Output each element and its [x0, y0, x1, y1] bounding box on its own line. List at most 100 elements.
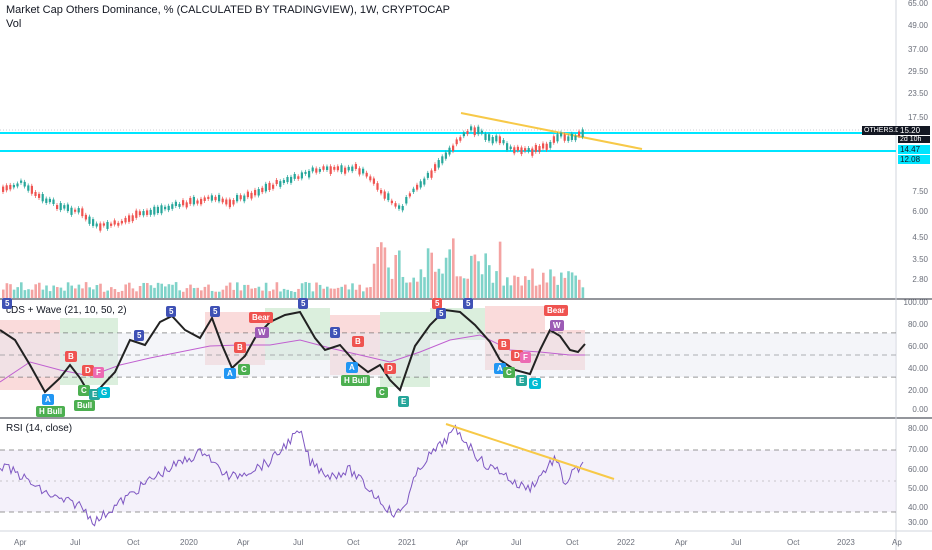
volume-bar [534, 285, 538, 298]
candle-body [149, 209, 152, 215]
volume-bar [344, 284, 347, 298]
candle-body [254, 189, 257, 196]
candle-body [365, 172, 368, 177]
time-tick: 2020 [180, 538, 198, 547]
volume-bar [189, 284, 192, 298]
candle-body [106, 221, 109, 229]
candle-body [88, 216, 91, 224]
candle-body [250, 192, 253, 199]
volume-bar [23, 290, 27, 298]
volume-bar [45, 285, 48, 298]
candle-body [430, 170, 433, 178]
level-badge-a: 14.47 [898, 145, 930, 154]
candle-body [261, 187, 264, 193]
candle-body [336, 166, 339, 171]
volume-bar [128, 282, 131, 298]
candle-body [192, 196, 195, 205]
wave-badge-d: D [82, 365, 94, 376]
volume-bar [214, 291, 217, 298]
candle-body [167, 205, 170, 211]
volume-bar [246, 284, 250, 298]
volume-bar [491, 282, 495, 298]
wave-badge-d: D [384, 363, 396, 374]
candle-body [495, 135, 498, 142]
volume-bar [239, 290, 243, 298]
candle-body [153, 206, 156, 215]
volume-bar [545, 282, 549, 298]
candle-body [318, 168, 321, 172]
volume-bar [135, 291, 138, 298]
candle-body [473, 127, 476, 136]
volume-bar [41, 289, 45, 298]
candle-body [311, 167, 314, 172]
candle-body [344, 167, 347, 174]
candle-body [549, 142, 552, 148]
volume-bar [419, 269, 423, 298]
rsi-tick: 70.00 [907, 445, 928, 454]
volume-bar [567, 271, 570, 298]
volume-bar [484, 253, 487, 298]
candle-body [308, 170, 311, 178]
candle-body [59, 203, 62, 211]
volume-bar [178, 290, 181, 298]
wave-band [545, 330, 585, 370]
volume-bar [138, 285, 142, 298]
volume-bar [322, 288, 325, 298]
volume-bar [383, 247, 387, 298]
candle-body [275, 179, 278, 185]
volume-bar [225, 285, 228, 298]
time-tick: Jul [70, 538, 81, 547]
volume-bar [20, 282, 23, 298]
h-bull-badge: H Bull [36, 406, 66, 417]
candle-body [509, 146, 512, 150]
time-tick: Oct [127, 538, 140, 547]
volume-bar [509, 285, 513, 298]
candle-body [196, 200, 199, 204]
volume-bar [88, 287, 91, 298]
candle-body [185, 202, 188, 208]
volume-bar [444, 257, 448, 298]
last-price-badge: 15.20 [898, 126, 930, 135]
candle-body [419, 181, 422, 188]
candle-body [376, 183, 379, 190]
volume-bar [455, 276, 459, 298]
candle-body [124, 217, 127, 223]
candle-body [362, 168, 365, 174]
volume-bar [142, 282, 145, 298]
wave-badge-5: 5 [2, 298, 13, 309]
wave-indicator-title[interactable]: cDS + Wave (21, 10, 50, 2) [6, 305, 127, 316]
rsi-line [0, 424, 584, 527]
rsi-indicator-title[interactable]: RSI (14, close) [6, 423, 73, 434]
wave-badge-g: G [98, 387, 111, 398]
volume-bar [9, 284, 12, 298]
volume-bar [149, 285, 153, 298]
volume-bar [473, 254, 477, 298]
bear-badge: Bear [544, 305, 568, 316]
candle-body [502, 140, 505, 144]
candle-body [437, 160, 440, 168]
volume-bar [200, 290, 203, 298]
candle-body [178, 203, 181, 207]
candle-body [412, 188, 415, 193]
candle-body [416, 184, 419, 190]
candle-body [491, 136, 494, 144]
wave-badge-5: 5 [210, 306, 221, 317]
volume-bar [210, 290, 214, 298]
bear-badge: Bear [249, 312, 273, 323]
candle-body [120, 220, 123, 224]
volume-bar [333, 288, 336, 298]
volume-bar [369, 287, 372, 298]
candle-body [99, 223, 102, 231]
volume-bar [437, 268, 441, 298]
candle-body [225, 199, 228, 205]
candle-body [329, 166, 332, 174]
volume-bar [498, 241, 502, 298]
time-tick: Oct [787, 538, 800, 547]
price-trendline [460, 112, 643, 150]
volume-bar [581, 287, 585, 298]
time-tick: Apr [456, 538, 469, 547]
time-tick: 2021 [398, 538, 416, 547]
price-tick: 23.50 [907, 89, 928, 98]
volume-bar [347, 289, 351, 298]
